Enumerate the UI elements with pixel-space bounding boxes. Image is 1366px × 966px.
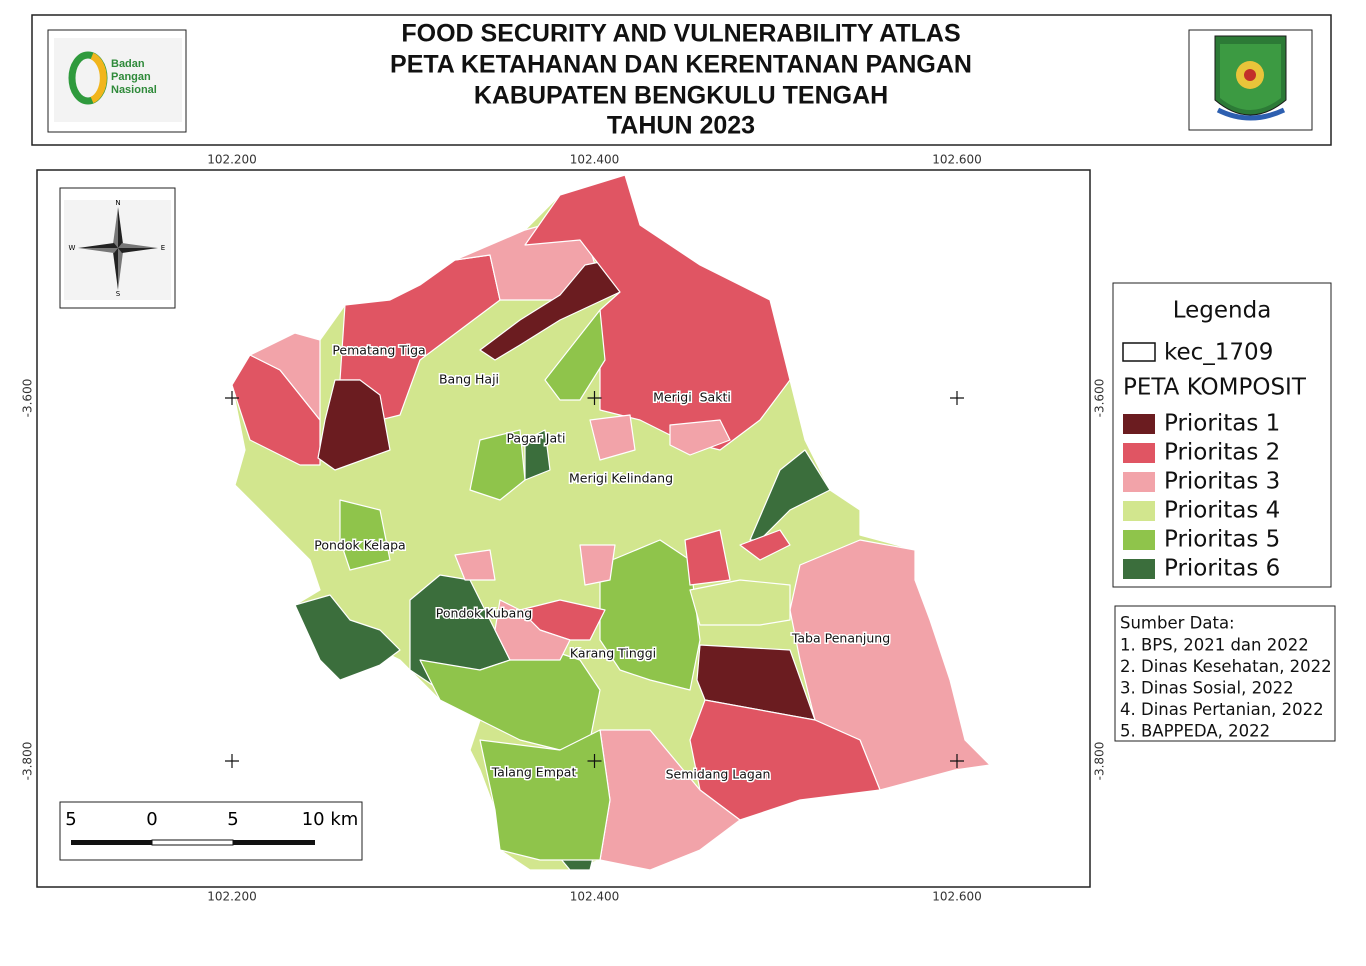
legend-swatch — [1123, 501, 1155, 521]
source-item: 5. BAPPEDA, 2022 — [1120, 722, 1270, 741]
scale-bar: 5 0 5 10 km — [65, 809, 359, 846]
legend-swatch — [1123, 414, 1155, 434]
lat-label: -3.800 — [21, 742, 35, 781]
graticule-cross — [950, 754, 964, 768]
legend-swatch — [1123, 472, 1155, 492]
district-labels: Pematang Tiga Bang Haji Merigi Sakti Pag… — [313, 341, 892, 783]
source-item: 4. Dinas Pertanian, 2022 — [1120, 700, 1324, 719]
title: PETA KETAHANAN DAN KERENTANAN PANGAN — [390, 51, 972, 79]
region — [589, 414, 636, 461]
compass-label: N — [115, 199, 120, 207]
region — [469, 429, 526, 501]
lon-label: 102.600 — [932, 890, 982, 904]
region — [579, 544, 616, 586]
logo-text: Nasional — [111, 84, 157, 96]
source-item: 2. Dinas Kesehatan, 2022 — [1120, 657, 1332, 676]
compass: N E S W — [64, 199, 171, 300]
region — [789, 539, 991, 791]
legend-title: Legenda — [1173, 298, 1272, 324]
graticule-cross — [950, 391, 964, 405]
district-label: Taba Penanjung — [791, 631, 890, 646]
graticule-cross — [225, 754, 239, 768]
lat-label: -3.600 — [1093, 379, 1107, 418]
legend-swatch — [1122, 342, 1156, 362]
district-label: Pondok Kubang — [436, 606, 532, 621]
region — [294, 594, 401, 681]
legend-swatch — [1123, 530, 1155, 550]
legend-label: Prioritas 1 — [1164, 411, 1280, 437]
region — [479, 729, 611, 861]
header-box — [31, 14, 1332, 146]
legend-label: Prioritas 2 — [1164, 440, 1280, 466]
district-label: Bang Haji — [439, 372, 499, 387]
district-label: Pondok Kelapa — [314, 538, 405, 553]
source-item: 1. BPS, 2021 dan 2022 — [1120, 636, 1309, 655]
source-item: 3. Dinas Sosial, 2022 — [1120, 679, 1294, 698]
district-label: Pematang Tiga — [332, 343, 425, 358]
legend-swatch — [1123, 443, 1155, 463]
region — [494, 599, 571, 661]
lon-label: 102.200 — [207, 890, 257, 904]
district-label: Merigi Sakti — [653, 390, 731, 405]
legend-swatch — [1123, 559, 1155, 579]
district-label: Karang Tinggi — [570, 646, 656, 661]
region — [454, 549, 496, 581]
scale-box — [59, 801, 363, 861]
sources-title: Sumber Data: — [1120, 614, 1235, 633]
lat-label: -3.800 — [1093, 742, 1107, 781]
legend-group: PETA KOMPOSIT — [1123, 375, 1307, 401]
title: KABUPATEN BENGKULU TENGAH — [474, 82, 888, 110]
region — [317, 379, 391, 471]
scale-label: 10 km — [302, 809, 359, 830]
scale-label: 5 — [227, 809, 238, 830]
lon-label: 102.400 — [570, 153, 620, 167]
legend: Legenda kec_1709 PETA KOMPOSIT Prioritas… — [1122, 298, 1307, 582]
compass-label: E — [161, 244, 165, 252]
legend-layer: kec_1709 — [1164, 340, 1273, 366]
compass-label: S — [116, 290, 121, 298]
logo-text: Pangan — [111, 71, 151, 83]
lon-label: 102.600 — [932, 153, 982, 167]
lon-label: 102.200 — [207, 153, 257, 167]
district-label: Talang Empat — [491, 765, 577, 780]
lon-label: 102.400 — [570, 890, 620, 904]
title: FOOD SECURITY AND VULNERABILITY ATLAS — [401, 20, 960, 48]
legend-label: Prioritas 3 — [1164, 469, 1280, 495]
district-label: Merigi Kelindang — [569, 471, 673, 486]
region — [684, 529, 731, 586]
title: TAHUN 2023 — [607, 112, 755, 140]
logo-text: Badan — [111, 58, 145, 70]
region — [524, 429, 551, 481]
lat-label: -3.600 — [21, 379, 35, 418]
graticule-cross — [587, 754, 602, 768]
regions — [231, 174, 991, 871]
region — [599, 539, 701, 691]
region — [689, 579, 791, 626]
region — [339, 499, 391, 571]
scale-label: 5 — [65, 809, 76, 830]
district-label: Pagar Jati — [506, 431, 565, 446]
region — [739, 529, 791, 561]
sources: Sumber Data: 1. BPS, 2021 dan 2022 2. Din… — [1120, 614, 1332, 741]
region — [669, 419, 731, 456]
sources-box — [1114, 605, 1336, 742]
compass-label: W — [69, 244, 76, 252]
graticule-cross — [587, 391, 602, 405]
logo-left: Badan Pangan Nasional — [54, 38, 182, 122]
scale-label: 0 — [146, 809, 157, 830]
region — [544, 309, 606, 401]
legend-label: Prioritas 5 — [1164, 527, 1280, 553]
graticule-cross — [225, 391, 239, 405]
logo-right — [1214, 35, 1287, 121]
region — [419, 649, 601, 751]
region — [689, 699, 881, 821]
region — [249, 332, 321, 421]
graticule — [225, 391, 964, 768]
district-label: Semidang Lagan — [666, 767, 771, 782]
legend-label: Prioritas 6 — [1164, 556, 1280, 582]
legend-label: Prioritas 4 — [1164, 498, 1280, 524]
